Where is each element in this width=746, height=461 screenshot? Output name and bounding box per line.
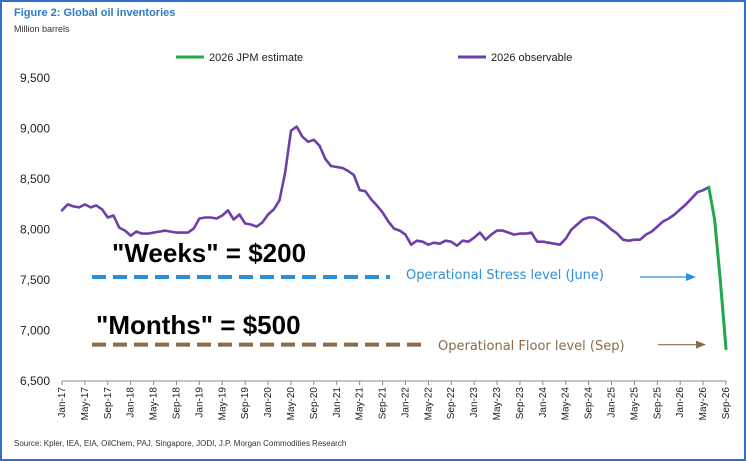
chart-title: Figure 2: Global oil inventories <box>14 7 176 19</box>
level-lines <box>92 273 706 349</box>
x-tick-label: May-26 <box>698 387 709 421</box>
y-axis: 6,500 7,000 7,500 8,000 8,500 9,000 9,500 <box>20 71 50 388</box>
y-tick-label: 7,000 <box>20 324 50 338</box>
x-tick-label: Jan-19 <box>194 387 205 418</box>
legend-label-observable: 2026 observable <box>491 52 572 64</box>
floor-level-label: Operational Floor level (Sep) <box>438 339 625 354</box>
x-tick-label: Jan-23 <box>469 387 480 418</box>
chart-subtitle: Million barrels <box>14 24 70 34</box>
x-tick-label: May-24 <box>561 387 572 421</box>
chart-source: Source: Kpler, IEA, EIA, OilChem, PAJ, S… <box>14 439 347 448</box>
x-tick-label: Jan-24 <box>538 387 549 418</box>
x-tick-label: May-19 <box>217 387 228 421</box>
y-tick-label: 9,500 <box>20 71 50 85</box>
x-tick-label: Sep-25 <box>652 387 663 420</box>
series-line-observable <box>60 125 711 247</box>
y-tick-label: 6,500 <box>20 374 50 388</box>
x-tick-label: May-17 <box>80 387 91 421</box>
floor-arrow-head <box>696 340 706 349</box>
y-tick-label: 8,000 <box>20 223 50 237</box>
x-tick-label: May-23 <box>492 387 503 421</box>
x-tick-label: Sep-18 <box>171 387 182 420</box>
x-tick-label: May-20 <box>286 387 297 421</box>
y-tick-label: 9,000 <box>20 122 50 136</box>
x-tick-label: Sep-17 <box>103 387 114 420</box>
x-tick-label: Jan-26 <box>675 387 686 418</box>
x-tick-label: Sep-23 <box>515 387 526 420</box>
x-tick-label: Sep-21 <box>378 387 389 420</box>
y-tick-label: 8,500 <box>20 172 50 186</box>
x-tick-label: Jan-21 <box>332 387 343 418</box>
x-tick-label: Sep-22 <box>446 387 457 420</box>
x-tick-label: Sep-26 <box>721 387 732 420</box>
x-tick-label: May-21 <box>355 387 366 421</box>
x-tick-label: Jan-22 <box>400 387 411 418</box>
months-annotation: "Months" = $500 <box>96 310 301 340</box>
x-tick-label: Jan-17 <box>57 387 68 418</box>
x-tick-label: Jan-20 <box>263 387 274 418</box>
x-tick-label: Sep-24 <box>584 387 595 420</box>
x-axis: Jan-17 May-17 Sep-17 Jan-18 May-18 Sep-18 Jan-… <box>57 380 732 421</box>
stress-arrow-head <box>686 273 696 282</box>
legend: 2026 JPM estimate 2026 observable <box>176 52 572 64</box>
legend-label-estimate: 2026 JPM estimate <box>209 52 303 64</box>
series-group <box>60 125 728 351</box>
weeks-annotation: "Weeks" = $200 <box>112 238 306 268</box>
annotations: "Weeks" = $200 "Months" = $500 Operation… <box>96 238 625 354</box>
x-tick-label: May-18 <box>149 387 160 421</box>
x-tick-label: Sep-19 <box>240 387 251 420</box>
x-tick-label: May-22 <box>423 387 434 421</box>
x-tick-label: May-25 <box>629 387 640 421</box>
stress-level-label: Operational Stress level (June) <box>406 268 604 283</box>
x-tick-label: Sep-20 <box>309 387 320 420</box>
x-tick-label: Jan-18 <box>126 387 137 418</box>
x-tick-label: Jan-25 <box>607 387 618 418</box>
series-line-estimate <box>707 185 728 351</box>
y-tick-label: 7,500 <box>20 273 50 287</box>
